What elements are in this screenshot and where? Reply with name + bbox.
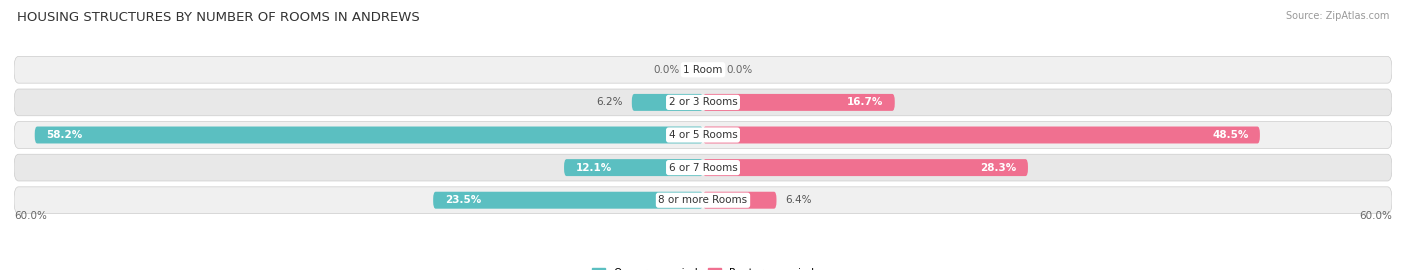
FancyBboxPatch shape [631, 94, 703, 111]
FancyBboxPatch shape [14, 154, 1392, 181]
FancyBboxPatch shape [564, 159, 703, 176]
FancyBboxPatch shape [14, 56, 1392, 83]
Text: 23.5%: 23.5% [444, 195, 481, 205]
Text: 6 or 7 Rooms: 6 or 7 Rooms [669, 163, 737, 173]
Text: 16.7%: 16.7% [846, 97, 883, 107]
FancyBboxPatch shape [703, 192, 776, 209]
Text: 48.5%: 48.5% [1212, 130, 1249, 140]
FancyBboxPatch shape [35, 127, 703, 143]
Text: 60.0%: 60.0% [1360, 211, 1392, 221]
Text: 2 or 3 Rooms: 2 or 3 Rooms [669, 97, 737, 107]
Text: 8 or more Rooms: 8 or more Rooms [658, 195, 748, 205]
Text: 28.3%: 28.3% [980, 163, 1017, 173]
FancyBboxPatch shape [14, 187, 1392, 214]
Text: 6.4%: 6.4% [786, 195, 813, 205]
Text: 6.2%: 6.2% [596, 97, 623, 107]
Text: 12.1%: 12.1% [575, 163, 612, 173]
Text: 4 or 5 Rooms: 4 or 5 Rooms [669, 130, 737, 140]
Text: Source: ZipAtlas.com: Source: ZipAtlas.com [1285, 11, 1389, 21]
FancyBboxPatch shape [703, 159, 1028, 176]
Text: 60.0%: 60.0% [14, 211, 46, 221]
Text: HOUSING STRUCTURES BY NUMBER OF ROOMS IN ANDREWS: HOUSING STRUCTURES BY NUMBER OF ROOMS IN… [17, 11, 419, 24]
FancyBboxPatch shape [14, 89, 1392, 116]
FancyBboxPatch shape [14, 122, 1392, 148]
Legend: Owner-occupied, Renter-occupied: Owner-occupied, Renter-occupied [588, 264, 818, 270]
Text: 0.0%: 0.0% [725, 65, 752, 75]
FancyBboxPatch shape [433, 192, 703, 209]
FancyBboxPatch shape [703, 127, 1260, 143]
Text: 1 Room: 1 Room [683, 65, 723, 75]
FancyBboxPatch shape [703, 94, 894, 111]
Text: 58.2%: 58.2% [46, 130, 83, 140]
Text: 0.0%: 0.0% [654, 65, 681, 75]
